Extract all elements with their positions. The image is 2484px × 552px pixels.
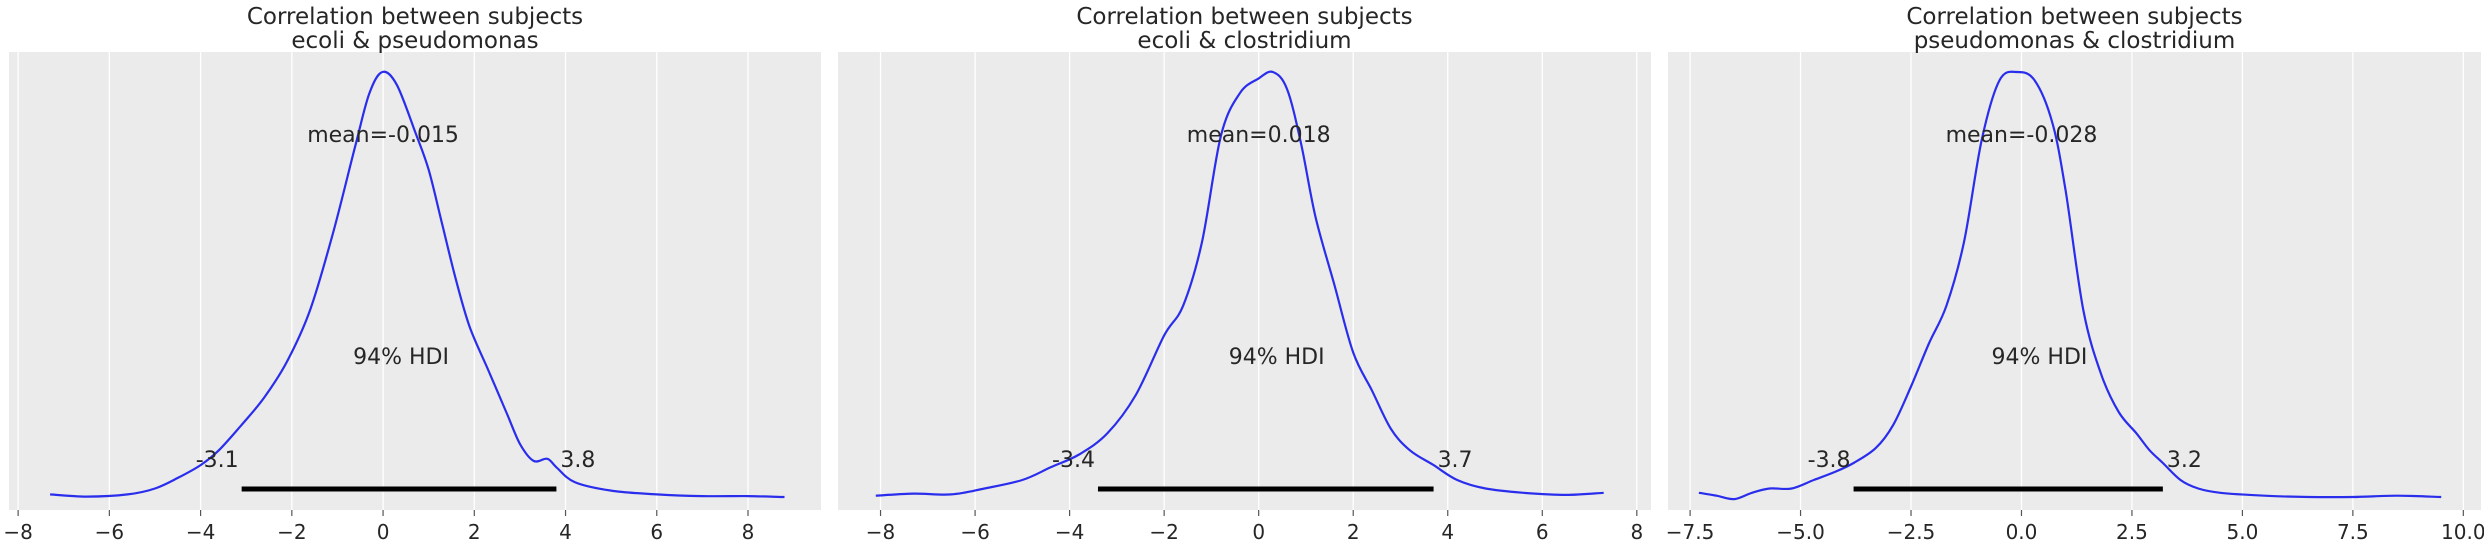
density-curve [875, 70, 1604, 497]
hdi-label: 94% HDI [353, 345, 449, 370]
hdi-high-label: 3.8 [560, 448, 595, 473]
hdi-low-label: -3.4 [1052, 448, 1095, 473]
x-tick-label: −2.5 [1887, 520, 1936, 544]
chart-title-line-2: ecoli & pseudomonas [291, 28, 538, 54]
chart-title-line-1: Correlation between subjects [247, 4, 583, 30]
x-tick-label: −6 [960, 520, 989, 544]
x-tick-label: −6 [95, 520, 124, 544]
x-tick-label: −2 [1149, 520, 1178, 544]
chart-title-line-2: ecoli & clostridium [1137, 28, 1351, 54]
mean-label: mean=0.018 [1187, 123, 1331, 148]
x-tick-label: 5.0 [2226, 520, 2258, 544]
hdi-high-label: 3.2 [2167, 448, 2202, 473]
x-tick-label: 2 [468, 520, 481, 544]
x-tick-label: 2 [1347, 520, 1360, 544]
hdi-high-label: 3.7 [1438, 448, 1473, 473]
x-tick-label: −8 [3, 520, 32, 544]
x-tick-label: −4 [186, 520, 215, 544]
x-tick-label: −5.0 [1776, 520, 1825, 544]
panel-3: Correlation between subjectspseudomonas … [1666, 4, 2484, 544]
x-tick-label: 6 [650, 520, 663, 544]
plot-area [9, 52, 821, 510]
x-tick-label: 8 [1630, 520, 1643, 544]
mean-label: mean=-0.015 [307, 123, 459, 148]
density-curve [50, 70, 785, 499]
x-tick-label: −8 [866, 520, 895, 544]
x-tick-label: −4 [1055, 520, 1084, 544]
x-tick-label: −2 [277, 520, 306, 544]
x-tick-label: 0.0 [2006, 520, 2038, 544]
x-tick-label: 4 [559, 520, 572, 544]
x-tick-label: 8 [742, 520, 755, 544]
x-tick-label: 7.5 [2337, 520, 2369, 544]
hdi-low-label: -3.1 [196, 448, 239, 473]
x-tick-label: 6 [1536, 520, 1549, 544]
x-tick-label: 4 [1441, 520, 1454, 544]
chart-title-line-1: Correlation between subjects [1906, 4, 2242, 30]
hdi-label: 94% HDI [1229, 345, 1325, 370]
x-tick-label: 10.0 [2441, 520, 2484, 544]
x-tick-label: −7.5 [1666, 520, 1715, 544]
x-tick-label: 0 [1252, 520, 1265, 544]
chart-title-line-2: pseudomonas & clostridium [1914, 28, 2236, 54]
x-tick-label: 0 [377, 520, 390, 544]
chart-title-line-1: Correlation between subjects [1076, 4, 1412, 30]
density-curve [1698, 70, 2442, 501]
plot-area [1668, 52, 2481, 510]
x-tick-label: 2.5 [2116, 520, 2148, 544]
hdi-label: 94% HDI [1992, 345, 2088, 370]
hdi-low-label: -3.8 [1808, 448, 1851, 473]
plot-area [838, 52, 1651, 510]
mean-label: mean=-0.028 [1946, 123, 2098, 148]
